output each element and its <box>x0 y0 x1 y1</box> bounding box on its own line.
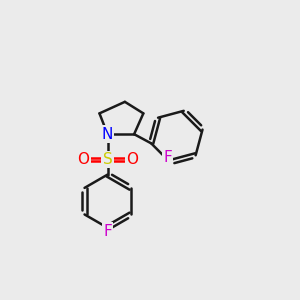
Text: F: F <box>103 224 112 239</box>
Text: F: F <box>163 150 172 165</box>
Text: S: S <box>103 152 112 167</box>
Text: O: O <box>77 152 89 167</box>
Text: N: N <box>102 127 113 142</box>
Text: O: O <box>126 152 138 167</box>
